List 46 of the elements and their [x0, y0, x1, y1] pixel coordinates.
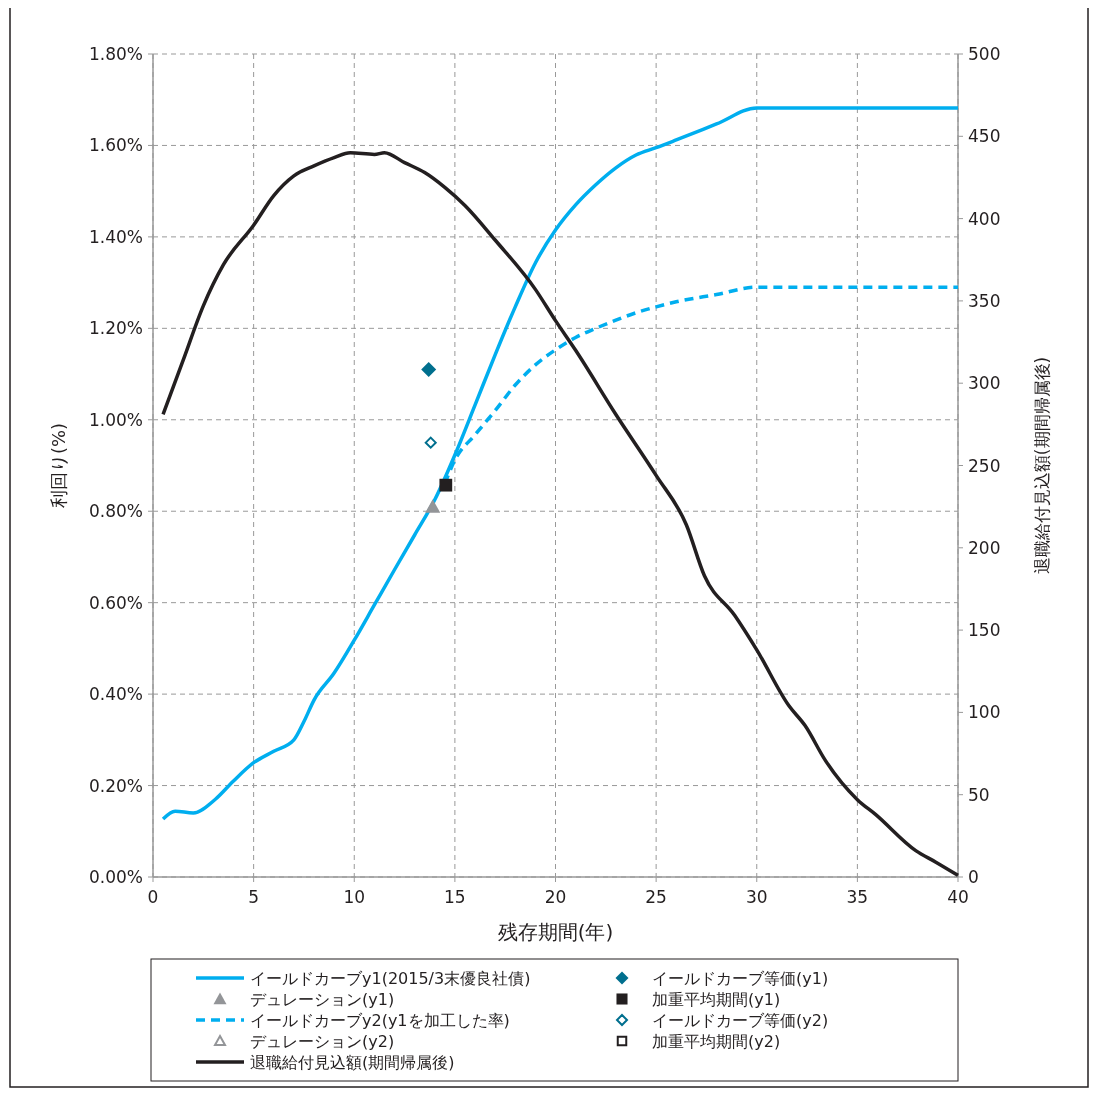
x-tick-label: 40 [947, 887, 969, 907]
legend-label: デュレーション(y2) [250, 1032, 395, 1051]
x-tick-label: 35 [846, 887, 869, 907]
y-tick-label: 1.60% [88, 135, 143, 156]
y2-tick-label: 100 [968, 702, 1001, 723]
legend-label: 加重平均期間(y1) [652, 990, 781, 1009]
point [421, 361, 437, 377]
x-axis-title: 残存期間(年) [497, 920, 614, 944]
point [424, 436, 437, 449]
y-tick-label: 0.60% [88, 592, 143, 613]
y-tick-label: 0.80% [88, 501, 143, 522]
y2-tick-label: 250 [968, 455, 1001, 476]
point [439, 478, 453, 492]
legend-label: 加重平均期間(y2) [652, 1032, 781, 1051]
y-tick-label: 0.20% [88, 775, 143, 796]
x-tick-label: 20 [544, 887, 567, 907]
y2-tick-label: 300 [968, 373, 1001, 394]
y-tick-label: 1.20% [88, 318, 143, 339]
y2-tick-label: 450 [968, 126, 1001, 147]
legend-label: イールドカーブy2(y1を加工した率) [250, 1011, 510, 1030]
y2-tick-label: 0 [968, 867, 979, 887]
x-tick-label: 15 [444, 887, 466, 907]
x-tick-label: 5 [248, 887, 260, 907]
y2-tick-label: 400 [968, 208, 1001, 229]
x-tick-label: 25 [645, 887, 667, 907]
y-tick-label: 0.40% [88, 684, 143, 705]
x-tick-label: 30 [745, 887, 768, 907]
y-tick-label: 1.80% [88, 44, 143, 64]
legend-label: 退職給付見込額(期間帰属後) [250, 1053, 455, 1072]
x-tick-label: 10 [343, 887, 366, 907]
y2-axis-title: 退職給付見込額(期間帰属後) [1032, 356, 1052, 575]
y-tick-label: 0.00% [88, 867, 143, 887]
y2-tick-label: 50 [968, 784, 990, 805]
legend-label: イールドカーブ等価(y2) [652, 1011, 829, 1030]
y2-tick-label: 350 [968, 290, 1001, 311]
legend-label: イールドカーブ等価(y1) [652, 969, 829, 988]
legend-label: イールドカーブy1(2015/3末優良社債) [250, 969, 531, 988]
point [425, 499, 441, 513]
legend-label: デュレーション(y1) [250, 990, 395, 1009]
x-tick-label: 0 [147, 887, 159, 907]
y2-tick-label: 150 [968, 620, 1001, 641]
y-tick-label: 1.40% [88, 226, 143, 247]
y2-tick-label: 500 [968, 44, 1001, 64]
y-tick-label: 1.00% [88, 409, 143, 430]
y2-tick-label: 200 [968, 537, 1001, 558]
y-axis-title: 利回り(%) [48, 422, 69, 509]
